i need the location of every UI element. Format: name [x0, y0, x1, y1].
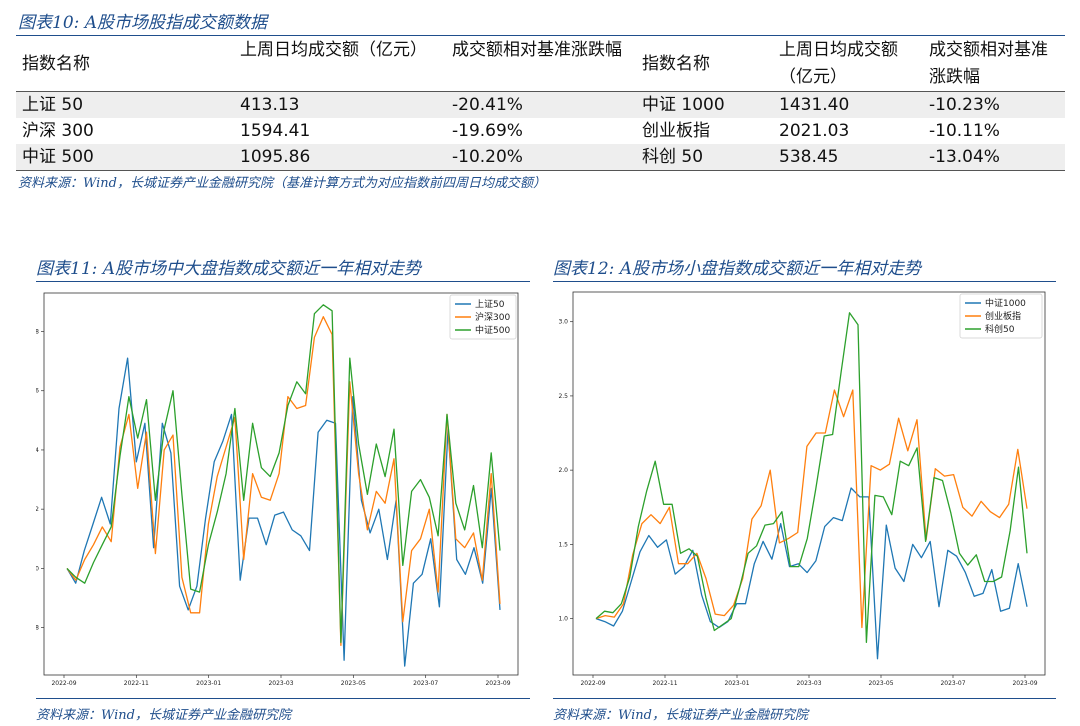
legend-label: 中证1000	[985, 297, 1026, 309]
legend-box	[449, 294, 517, 340]
chart12-caption-prefix: 图表12:	[553, 259, 615, 279]
x-tick-label: 2023-01	[724, 680, 749, 687]
y-tick-label: 2.0	[558, 467, 568, 474]
x-tick-label: 2023-09	[485, 680, 510, 687]
y-tick-label: 1.8	[36, 328, 39, 335]
chart12-container: 1.0 1.5 2.0 2.5 3.0 2022-09 2022-11 2023-01 2023…	[553, 283, 1056, 695]
header-change-1: 成交额相对基准涨跌幅	[446, 37, 636, 92]
table-header-row: 指数名称 上周日均成交额（亿元） 成交额相对基准涨跌幅 指数名称 上周日均成交额…	[16, 37, 1065, 92]
table-row: 沪深 300 1594.41 -19.69% 创业板指 2021.03 -10.…	[16, 118, 1065, 144]
table-caption: 图表10: A股市场股指成交额数据	[18, 8, 267, 33]
legend-box	[959, 293, 1043, 339]
chart12-svg: 1.0 1.5 2.0 2.5 3.0 2022-09 2022-11 2023-01 2023…	[558, 291, 1046, 687]
table-cell: 上证 50	[16, 91, 234, 118]
x-tick-label: 2023-05	[868, 680, 893, 687]
header-avg-turnover-1: 上周日均成交额（亿元）	[234, 37, 446, 92]
x-tick-label: 2023-07	[413, 680, 438, 687]
index-turnover-table: 指数名称 上周日均成交额（亿元） 成交额相对基准涨跌幅 指数名称 上周日均成交额…	[16, 37, 1065, 171]
table-cell: 创业板指	[642, 121, 710, 141]
chart11-bottom-rule	[36, 698, 530, 699]
x-tick-label: 2023-05	[341, 680, 366, 687]
series-line-3	[595, 312, 1028, 643]
y-tick-label: 3.0	[558, 319, 568, 326]
chart11-source: 资料来源：Wind，长城证券产业金融研究院	[36, 708, 291, 723]
table-source: 资料来源：Wind，长城证券产业金融研究院（基准计算方式为对应指数前四周日均成交…	[18, 176, 546, 191]
y-tick-label: 1.6	[36, 388, 39, 395]
x-tick-label: 2023-03	[796, 680, 821, 687]
header-index-name-2: 指数名称	[636, 37, 773, 92]
plot-frame	[572, 291, 1046, 676]
y-tick-label: 0.8	[36, 625, 39, 632]
table-cell: 2021.03	[779, 121, 850, 141]
chart12-bottom-rule	[553, 698, 1056, 699]
chart11-top-rule	[36, 281, 530, 282]
chart11-svg: 0.8 1.0 1.2 1.4 1.6 1.8 2022-09 2022-11 2023-01 2…	[36, 292, 519, 687]
y-tick-label: 1.0	[36, 565, 39, 572]
table-cell: 中证 500	[16, 144, 234, 171]
y-tick-label: 2.5	[558, 393, 568, 400]
chart12-top-rule	[553, 281, 1056, 282]
x-tick-label: 2022-11	[124, 680, 149, 687]
x-tick-label: 2022-11	[652, 680, 677, 687]
table-caption-prefix: 图表10:	[18, 13, 80, 33]
legend-label: 上证50	[475, 299, 505, 310]
table-cell: -10.20%	[446, 144, 636, 171]
series-line-1	[595, 487, 1028, 660]
table-cell: -20.41%	[446, 91, 636, 118]
table-cell: -13.04%	[923, 144, 1065, 171]
table-cell: 科创 50	[636, 144, 773, 171]
x-tick-label: 2022-09	[51, 680, 76, 687]
chart12-source: 资料来源：Wind，长城证券产业金融研究院	[553, 708, 808, 723]
chart11-caption-text: A股市场中大盘指数成交额近一年相对走势	[102, 259, 422, 279]
plot-frame	[43, 292, 519, 676]
y-tick-label: 1.5	[558, 541, 568, 548]
legend-label: 沪深300	[475, 311, 510, 323]
chart12-caption: 图表12: A股市场小盘指数成交额近一年相对走势	[553, 254, 921, 279]
legend-label: 创业板指	[985, 310, 1021, 322]
y-tick-label: 1.0	[558, 616, 568, 623]
table-cell: 413.13	[234, 91, 446, 118]
table-cell: -10.11%	[929, 121, 1000, 141]
x-tick-label: 2023-01	[196, 680, 221, 687]
table-row: 上证 50 413.13 -20.41% 中证 1000 1431.40 -10…	[16, 91, 1065, 118]
x-tick-label: 2023-07	[940, 680, 965, 687]
x-tick-label: 2023-09	[1012, 680, 1037, 687]
table-cell: 1594.41	[240, 121, 311, 141]
table-cell: -19.69%	[452, 121, 523, 141]
header-index-name-1: 指数名称	[16, 37, 234, 92]
table-top-rule	[16, 35, 1065, 36]
table-cell: 中证 1000	[636, 91, 773, 118]
y-tick-label: 1.2	[36, 506, 39, 513]
table-row: 中证 500 1095.86 -10.20% 科创 50 538.45 -13.…	[16, 144, 1065, 171]
chart11-container: 0.8 1.0 1.2 1.4 1.6 1.8 2022-09 2022-11 2023-01 2…	[36, 283, 530, 695]
series-line-2	[595, 389, 1028, 629]
series-line-3	[66, 304, 501, 644]
table-caption-text: A股市场股指成交额数据	[84, 13, 268, 33]
table-cell: 538.45	[773, 144, 923, 171]
header-avg-turnover-2: 上周日均成交额（亿元）	[773, 37, 923, 92]
legend-label: 科创50	[985, 323, 1015, 335]
table-cell: 1095.86	[234, 144, 446, 171]
series-line-2	[66, 316, 501, 647]
chart11-caption-prefix: 图表11:	[36, 259, 98, 279]
y-tick-label: 1.4	[36, 447, 39, 454]
x-tick-label: 2022-09	[580, 680, 605, 687]
chart11-caption: 图表11: A股市场中大盘指数成交额近一年相对走势	[36, 254, 421, 279]
header-change-2: 成交额相对基准涨跌幅	[923, 37, 1065, 92]
x-tick-label: 2023-03	[268, 680, 293, 687]
table-cell: 沪深 300	[22, 121, 94, 141]
table-cell: -10.23%	[923, 91, 1065, 118]
legend-label: 中证500	[475, 324, 510, 336]
table-cell: 1431.40	[773, 91, 923, 118]
chart12-caption-text: A股市场小盘指数成交额近一年相对走势	[619, 259, 922, 279]
series-line-1	[66, 357, 501, 667]
